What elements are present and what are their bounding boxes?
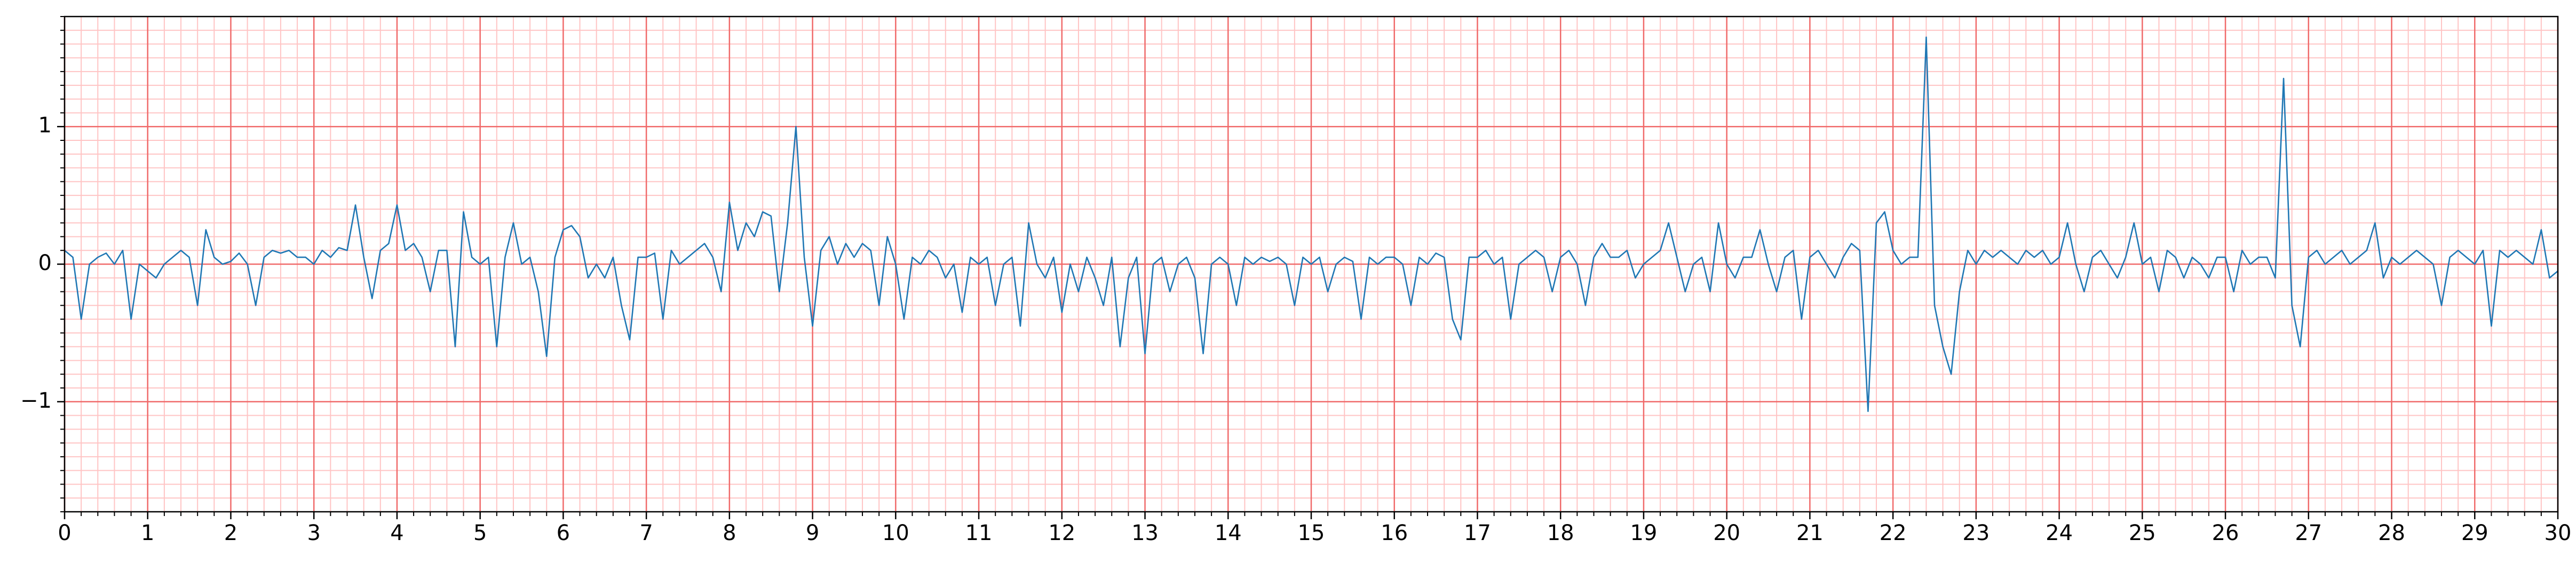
x-tick-label: 11: [965, 521, 993, 545]
y-tick-label: −1: [20, 388, 52, 413]
x-tick-label: 26: [2212, 521, 2239, 545]
x-tick-label: 27: [2295, 521, 2322, 545]
y-tick-label: 1: [38, 113, 52, 138]
x-tick-label: 23: [1962, 521, 1990, 545]
x-tick-label: 30: [2545, 521, 2572, 545]
x-tick-label: 24: [2046, 521, 2073, 545]
x-tick-label: 28: [2378, 521, 2405, 545]
y-tick-label: 0: [38, 251, 52, 275]
x-tick-label: 21: [1796, 521, 1824, 545]
x-tick-label: 1: [141, 521, 154, 545]
x-tick-label: 29: [2461, 521, 2488, 545]
x-tick-label: 25: [2129, 521, 2156, 545]
x-tick-label: 2: [224, 521, 237, 545]
x-tick-label: 13: [1131, 521, 1159, 545]
x-tick-label: 3: [307, 521, 320, 545]
x-tick-label: 18: [1547, 521, 1574, 545]
x-tick-label: 6: [557, 521, 570, 545]
x-tick-label: 10: [882, 521, 909, 545]
x-tick-label: 20: [1713, 521, 1740, 545]
x-tick-label: 0: [58, 521, 71, 545]
x-tick-label: 22: [1880, 521, 1907, 545]
x-tick-label: 5: [473, 521, 487, 545]
x-tick-label: 9: [806, 521, 819, 545]
x-tick-label: 12: [1048, 521, 1075, 545]
x-tick-label: 17: [1464, 521, 1491, 545]
x-tick-label: 7: [639, 521, 653, 545]
plot-frame: [64, 15, 2559, 513]
x-tick-label: 14: [1215, 521, 1242, 545]
x-tick-label: 15: [1298, 521, 1325, 545]
x-tick-label: 8: [723, 521, 736, 545]
x-tick-label: 4: [390, 521, 403, 545]
signal-line: [64, 36, 2558, 413]
x-tick-label: 19: [1630, 521, 1657, 545]
x-tick-label: 16: [1381, 521, 1408, 545]
